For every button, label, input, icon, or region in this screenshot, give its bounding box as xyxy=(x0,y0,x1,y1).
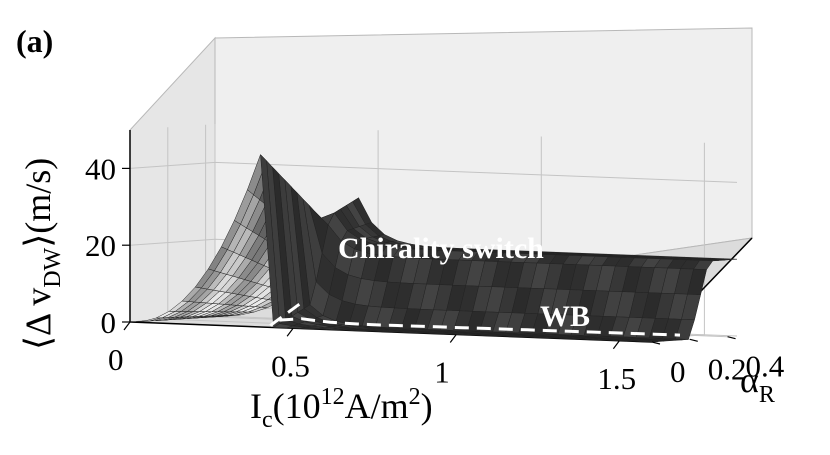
x-tick-label-0: 0 xyxy=(108,342,124,377)
z-tick-label-0: 0 xyxy=(101,305,117,340)
annotation-chirality-switch: Chirality switch xyxy=(338,232,544,265)
x-tick-0 xyxy=(123,321,131,331)
x-tick-label-1: 0.5 xyxy=(271,348,310,383)
y-tick-1 xyxy=(689,338,698,342)
x-tick-2 xyxy=(449,334,457,343)
x-tick-3 xyxy=(612,340,620,350)
grid-line-z-2 xyxy=(129,161,738,183)
y-tick-label-0: 0 xyxy=(670,354,686,389)
boundary-line-regime xyxy=(279,317,681,337)
z-tick-label-1: 20 xyxy=(85,228,116,263)
z-axis-label: ⟨Δ vDW⟩(m/s) xyxy=(18,158,66,350)
z-tick-label-2: 40 xyxy=(85,151,116,186)
panel-label: (a) xyxy=(16,23,53,59)
x-tick-label-2: 1 xyxy=(434,355,450,390)
x-tick-1 xyxy=(286,327,294,337)
y-tick-label-2: 0.4 xyxy=(746,349,785,384)
y-axis-label: αR xyxy=(740,360,775,408)
axis-ticks: 0 0.5 1 1.5 0 0.2 0.4 0 20 40 xyxy=(85,151,785,395)
x-axis-label: Ic(1012A/m2) xyxy=(250,384,433,433)
velocity-surface xyxy=(129,153,738,343)
y-tick-2 xyxy=(727,336,736,340)
annotation-wb: WB xyxy=(540,300,590,333)
x-tick-label-3: 1.5 xyxy=(597,361,636,396)
y-tick-label-1: 0.2 xyxy=(708,351,747,386)
boundary-line-threshold xyxy=(269,299,306,327)
y-tick-0 xyxy=(651,341,661,345)
